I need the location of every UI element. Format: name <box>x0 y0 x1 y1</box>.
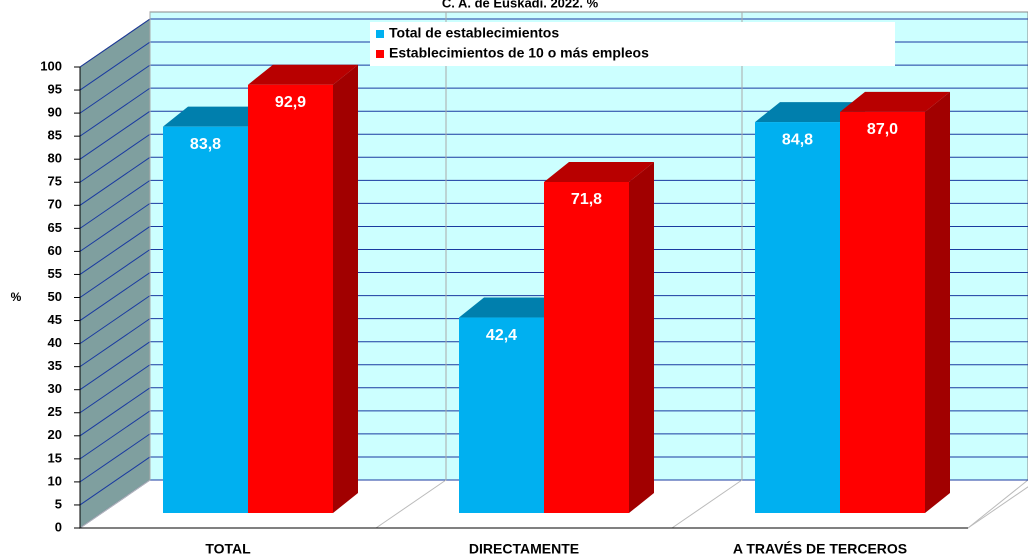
grid-line <box>79 18 151 68</box>
bar-side <box>925 91 950 514</box>
bars: 83,8 92,9 42,4 71,8 84,8 87,0 <box>163 64 950 514</box>
y-tick-label: 10 <box>48 473 62 488</box>
bar-top <box>248 64 358 85</box>
x-tick-label: TOTAL <box>205 541 251 557</box>
grid-line <box>79 133 151 183</box>
bar <box>755 122 840 514</box>
grid-line <box>79 202 151 252</box>
y-tick-label: 0 <box>55 519 62 534</box>
y-tick-label: 35 <box>48 358 62 373</box>
floor-divider <box>967 486 1028 529</box>
y-axis-label: % <box>11 290 22 304</box>
x-tick-label: DIRECTAMENTE <box>469 541 579 557</box>
chart-title: C. A. de Euskadi. 2022. % <box>442 0 599 10</box>
bar-top <box>840 91 950 112</box>
y-tick-label: 60 <box>48 243 62 258</box>
y-tick-label: 5 <box>55 496 62 511</box>
bar-top <box>755 102 865 123</box>
x-tick-label: A TRAVÉS DE TERCEROS <box>733 541 907 557</box>
y-tick-label: 70 <box>48 197 62 212</box>
value-label: 71,8 <box>571 191 602 208</box>
grid-line <box>79 156 151 206</box>
grid-line <box>79 41 151 91</box>
floor-divider <box>79 479 151 529</box>
y-tick-label: 100 <box>40 58 62 73</box>
grid-line <box>79 179 151 229</box>
grid-line <box>79 226 151 275</box>
y-tick-label: 95 <box>48 81 62 96</box>
grid-line <box>79 272 151 321</box>
y-tick-label: 85 <box>48 128 62 143</box>
legend-swatch <box>376 30 384 38</box>
y-tick-label: 55 <box>48 266 62 281</box>
bar <box>544 182 629 513</box>
grid-line <box>79 87 151 137</box>
floor-divider <box>671 479 743 529</box>
bar <box>163 126 248 513</box>
bar-side <box>333 64 358 513</box>
grid-line <box>79 387 151 437</box>
legend-label: Establecimientos de 10 o más empleos <box>389 45 649 61</box>
y-tick-label: 65 <box>48 220 62 235</box>
bar <box>459 317 544 513</box>
value-label: 83,8 <box>190 136 221 153</box>
y-tick-label: 30 <box>48 381 62 396</box>
bar-top <box>163 106 273 127</box>
y-tick-label: 20 <box>48 427 62 442</box>
grid-line <box>79 456 151 506</box>
value-label: 92,9 <box>275 94 306 111</box>
bar <box>248 84 333 513</box>
y-tick-label: 25 <box>48 404 62 419</box>
bar <box>840 111 925 514</box>
grid-line <box>79 318 151 368</box>
legend <box>370 22 895 66</box>
y-tick-label: 45 <box>48 312 62 327</box>
value-label: 84,8 <box>782 131 813 148</box>
y-tick-label: 90 <box>48 105 62 120</box>
grid-line <box>79 249 151 298</box>
y-tick-label: 15 <box>48 450 62 465</box>
grid-line <box>79 64 151 114</box>
grid-line <box>79 364 151 414</box>
grid-line <box>79 410 151 460</box>
grid-line <box>79 433 151 483</box>
y-tick-label: 50 <box>48 289 62 304</box>
value-label: 87,0 <box>867 121 898 138</box>
legend-label: Total de establecimientos <box>389 25 559 41</box>
value-label: 42,4 <box>486 327 517 344</box>
grid-line <box>79 110 151 160</box>
grid-line <box>79 341 151 391</box>
bar-top <box>459 297 569 318</box>
legend-swatch <box>376 50 384 58</box>
grid-line <box>79 295 151 345</box>
bar-top <box>544 162 654 183</box>
y-tick-label: 80 <box>48 151 62 166</box>
y-tick-label: 40 <box>48 335 62 350</box>
floor-divider <box>375 479 447 529</box>
y-tick-label: 75 <box>48 174 62 189</box>
bar-side <box>629 162 654 513</box>
